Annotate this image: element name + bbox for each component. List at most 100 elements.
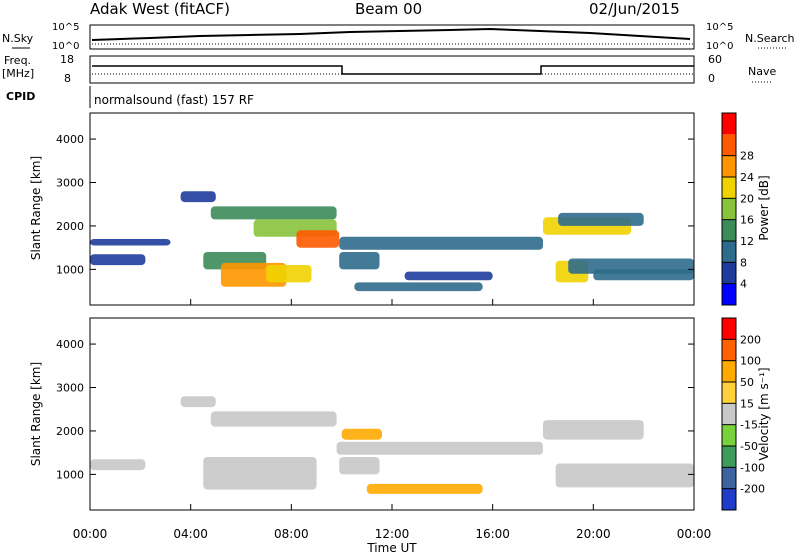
freq-trace [92, 65, 694, 75]
noise-panel [89, 24, 695, 50]
power-colorbar: 4 8 12 16 20 24 28 [721, 112, 754, 306]
power-colorbar-label: Power [dB] [757, 175, 771, 240]
velocity-echo-region [543, 420, 644, 440]
power-colorbar-tick-label: 12 [740, 235, 754, 248]
power-echo-region [180, 191, 216, 203]
power-echo-region [558, 212, 644, 226]
velocity-echo-region [339, 457, 380, 475]
power-colorbar-segment [722, 198, 736, 220]
velocity-colorbar-segment [722, 318, 736, 340]
power-echo-region [296, 230, 340, 248]
noise-axis-bottom-right: 10^0 [706, 41, 733, 52]
power-colorbar-tick-label: 20 [740, 192, 754, 205]
power-colorbar-segment [722, 283, 736, 305]
velocity-colorbar-segment [722, 424, 736, 446]
freq-unit-label: [MHz] [2, 67, 34, 80]
power-colorbar-segment [722, 241, 736, 263]
freq-label: Freq. [4, 54, 31, 67]
nave-axis-top: 60 [708, 53, 722, 66]
power-colorbar-segment [722, 219, 736, 241]
velocity-y-tick-label: 4000 [56, 338, 84, 351]
freq-axis-top: 18 [60, 53, 74, 66]
power-y-tick-label: 3000 [56, 177, 84, 190]
velocity-colorbar-tick-label: 100 [740, 355, 761, 368]
station-title: Adak West (fitACF) [90, 0, 230, 18]
velocity-y-axis-label: Slant Range [km] [29, 362, 43, 466]
velocity-colorbar-segment [722, 446, 736, 468]
velocity-colorbar: 200 100 50 15 -15 -50 -100 -200 [721, 317, 765, 511]
power-echo-region [90, 239, 171, 246]
power-echo-region [404, 271, 493, 281]
velocity-y-axis: 1000 2000 3000 4000 [56, 338, 694, 481]
velocity-echo-region [90, 459, 146, 471]
x-tick-label: 12:00 [375, 527, 410, 541]
velocity-colorbar-frame [721, 317, 737, 511]
power-colorbar-segment [722, 177, 736, 199]
velocity-colorbar-tick-label: 200 [740, 333, 761, 346]
noise-sky-trace [91, 27, 691, 41]
power-colorbar-segment [722, 134, 736, 156]
cpid-label: CPID [6, 90, 35, 103]
power-colorbar-segment [722, 113, 736, 135]
power-echo-region [90, 254, 146, 266]
power-colorbar-tick-label: 16 [740, 214, 754, 227]
power-colorbar-tick-label: 28 [740, 150, 754, 163]
velocity-y-tick-label: 2000 [56, 425, 84, 438]
nsky-label: N.Sky [2, 32, 34, 45]
velocity-colorbar-tick-label: -50 [740, 440, 758, 453]
velocity-colorbar-segment [722, 382, 736, 404]
x-tick-label: 04:00 [173, 527, 208, 541]
power-echo-region [593, 269, 694, 281]
cpid-text: normalsound (fast) 157 RF [94, 93, 254, 107]
velocity-colorbar-tick-label: -200 [740, 483, 765, 496]
noise-axis-top-left: 10^5 [52, 22, 79, 33]
x-axis-label: Time UT [366, 541, 417, 554]
nsearch-label: N.Search [745, 32, 795, 45]
velocity-echo-region [555, 463, 694, 488]
x-tick-label: 08:00 [274, 527, 309, 541]
velocity-colorbar-tick-label: -15 [740, 419, 758, 432]
power-echo-region [339, 236, 543, 250]
velocity-colorbar-segment [722, 467, 736, 489]
velocity-colorbar-segment [722, 488, 736, 510]
power-y-tick-label: 2000 [56, 220, 84, 233]
velocity-colorbar-tick-label: -100 [740, 461, 765, 474]
power-y-tick-label: 4000 [56, 133, 84, 146]
noise-axis-bottom-left: 10^0 [52, 41, 79, 52]
power-y-tick-label: 1000 [56, 263, 84, 276]
power-echo-region [339, 252, 380, 270]
power-colorbar-tick-label: 8 [740, 256, 747, 269]
power-echo-region [266, 265, 312, 283]
velocity-echo-region [203, 457, 317, 490]
power-y-axis-label: Slant Range [km] [29, 156, 43, 260]
power-colorbar-segment [722, 155, 736, 177]
velocity-colorbar-segment [722, 339, 736, 361]
date-title: 02/Jun/2015 [589, 0, 680, 18]
velocity-colorbar-tick-label: 50 [740, 376, 754, 389]
x-tick-label: 16:00 [475, 527, 510, 541]
velocity-y-tick-label: 1000 [56, 468, 84, 481]
noise-axis-top-right: 10^5 [706, 22, 733, 33]
nave-label: Nave [748, 65, 776, 78]
power-echo-region [354, 282, 483, 292]
freq-panel [89, 55, 695, 84]
velocity-colorbar-tick-label: 15 [740, 397, 754, 410]
power-colorbar-frame [721, 112, 737, 306]
beam-title: Beam 00 [355, 0, 422, 18]
power-colorbar-segment [722, 262, 736, 284]
velocity-echo-region [336, 441, 543, 455]
velocity-y-tick-label: 3000 [56, 382, 84, 395]
x-tick-label: 00:00 [73, 527, 108, 541]
power-heatmap [90, 191, 694, 292]
x-tick-label: 20:00 [576, 527, 611, 541]
velocity-echo-region [180, 396, 216, 408]
velocity-colorbar-label: Velocity [m s⁻¹] [757, 367, 771, 460]
velocity-echo-region [366, 483, 483, 494]
nave-axis-bottom: 0 [708, 72, 715, 85]
velocity-heatmap [90, 396, 694, 494]
velocity-echo-region [341, 428, 382, 440]
velocity-colorbar-segment [722, 403, 736, 425]
power-y-axis: 1000 2000 3000 4000 [56, 133, 694, 276]
power-colorbar-tick-label: 24 [740, 171, 754, 184]
